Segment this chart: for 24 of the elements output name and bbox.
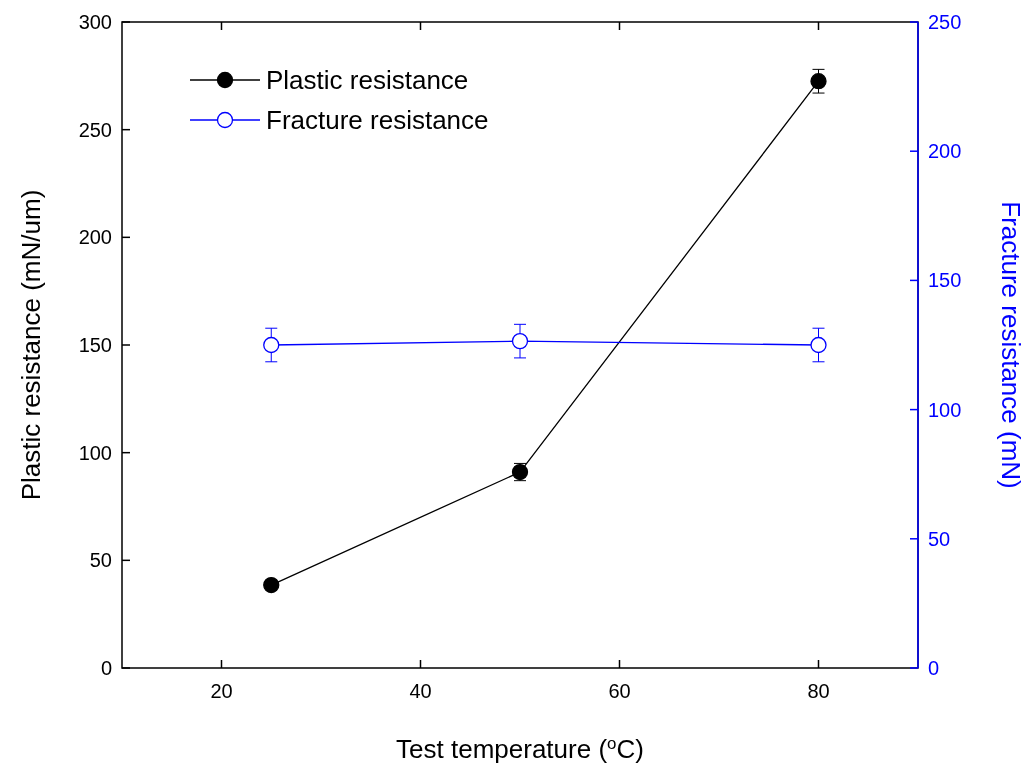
point (263, 576, 280, 594)
y-tick-label: 50 (89, 549, 112, 572)
y-tick-label: 150 (78, 334, 112, 356)
y2-tick-label: 250 (928, 11, 962, 33)
y-tick-label: 100 (78, 441, 112, 464)
y2-tick-label: 50 (928, 527, 951, 550)
y2-tick-label: 0 (928, 657, 940, 679)
x-axis-title: Test temperature ($^{o}$C) (396, 733, 644, 764)
y2-axis-title: Fracture resistance (mN) (996, 201, 1026, 489)
x-tick-label: 80 (807, 680, 830, 702)
legend-label: Plastic resistance (266, 65, 469, 95)
point (810, 73, 827, 90)
y-tick-label: 0 (100, 657, 112, 679)
y-axis-title: Plastic resistance (mN/um) (16, 189, 46, 501)
y-tick-label: 250 (78, 118, 112, 141)
x-tick-label: 20 (210, 680, 233, 702)
legend-label: Fracture resistance (266, 105, 489, 135)
y2-tick-label: 150 (928, 269, 962, 292)
y-tick-label: 300 (78, 11, 112, 33)
x-tick-label: 40 (409, 680, 432, 702)
y2-tick-label: 100 (928, 398, 962, 421)
x-tick-label: 60 (608, 680, 631, 702)
y-tick-label: 200 (78, 226, 112, 249)
y2-tick-label: 200 (928, 140, 962, 163)
